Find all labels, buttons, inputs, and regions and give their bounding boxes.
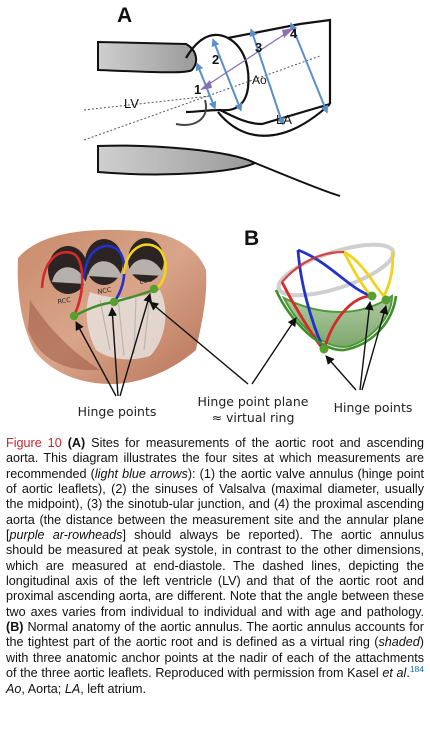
caption-text-b1: Normal anatomy of the aortic annulus. Th…: [6, 620, 424, 650]
caption-text-b6: , left atrium.: [80, 681, 147, 696]
aortic-axis-dashed: [83, 95, 211, 111]
panel-a-letter: A: [117, 4, 132, 27]
fibrous-strands: [99, 293, 151, 357]
label-4: 4: [290, 26, 298, 41]
caption-italic-la: LA: [64, 681, 81, 696]
caption-text-a3: ] should always be reported). The aortic…: [6, 528, 424, 619]
arrow-3: [249, 28, 285, 126]
purple-arrowhead-1: [200, 80, 212, 90]
pointer-arrows: [75, 293, 389, 397]
tissue-shadow: [28, 300, 100, 371]
blue-leaflet-line: [82, 244, 126, 303]
caption-italic-arrows: light blue arrows: [94, 466, 188, 481]
la-wall: [217, 103, 331, 137]
pointer-left-3: [119, 293, 153, 397]
figure-caption: Figure 10 (A) Sites for measurements of …: [6, 436, 424, 697]
label-la: LA: [276, 112, 292, 127]
pointer-left-2: [108, 307, 119, 397]
caption-italic-etal: et al: [382, 666, 407, 681]
fibrous-tissue: [86, 290, 166, 360]
label-lv: LV: [124, 96, 139, 111]
schematic-hinge-dot-2: [367, 291, 377, 301]
hinge-plane-label: Hinge point plane ≈ virtual ring: [188, 394, 318, 426]
arrow-2: [211, 38, 243, 112]
label-ao: Ao: [252, 73, 267, 87]
label-1: 1: [194, 82, 201, 97]
lower-wall-ext: [254, 162, 341, 197]
ncc-label: NCC: [97, 286, 113, 296]
panel-b-letter: B: [244, 227, 259, 250]
lcc-label: LCC: [139, 275, 154, 286]
schematic-red-upper: [281, 250, 345, 283]
hinge-dot-right: [149, 284, 159, 294]
figure-area: A 1 2 3 4 Ao LV LA B: [17, 4, 413, 426]
schematic-hinge-dot-3: [381, 295, 391, 305]
annular-plane-line: [205, 31, 289, 87]
schematic-blue-leaflet: [296, 249, 326, 351]
hinge-plane-line2: ≈ virtual ring: [211, 410, 295, 425]
stj-ring: [276, 242, 396, 298]
purple-arrowhead-2: [282, 28, 294, 38]
caption-part-a: (A): [67, 436, 86, 450]
label-2: 2: [212, 52, 219, 67]
pointer-center-1: [149, 301, 249, 385]
caption-text-b3: .: [406, 666, 410, 681]
annulus-schematic: [274, 242, 398, 354]
schematic-outer: [274, 289, 398, 352]
label-3: 3: [255, 40, 262, 55]
caption-text-b5: , Aorta;: [21, 681, 65, 696]
lv-lower-wall: [97, 144, 258, 176]
hinge-plane-line1: Hinge point plane: [197, 394, 309, 409]
pointer-right-2: [359, 301, 374, 391]
hinge-points-left-label: Hinge points: [77, 404, 157, 419]
schematic-yellow-leaflet: [343, 250, 395, 299]
figure-label: Figure 10: [6, 436, 62, 450]
figure-graphic: A 1 2 3 4 Ao LV LA B: [17, 4, 398, 397]
pointer-center-2: [251, 317, 297, 385]
caption-text-a2: ): (1) the aortic valve annulus (hinge p…: [6, 466, 425, 543]
pointer-right-1: [325, 355, 357, 391]
schematic-blue-leaflet-2: [297, 248, 373, 298]
lcc-cusp: [128, 259, 164, 276]
yellow-leaflet-line: [122, 243, 167, 292]
pointer-left-1: [75, 321, 117, 397]
caption-reference[interactable]: 184: [409, 663, 424, 674]
rcc-label: RCC: [57, 296, 72, 306]
red-leaflet-line: [40, 250, 84, 317]
caption-text-a1: Sites for measurements of the aortic roo…: [6, 436, 424, 481]
schematic-hinge-dot-1: [319, 344, 329, 354]
lv-upper-wall: [97, 40, 198, 74]
caption-italic-shaded: shaded: [378, 635, 420, 650]
anatomy-illustration: RCC NCC LCC: [17, 229, 207, 384]
caption-part-b: (B): [6, 620, 24, 635]
caption-text-b2: ) with three anatomic anchor points at t…: [6, 635, 424, 681]
arrow-4: [289, 22, 329, 114]
hinge-dot-left: [69, 311, 79, 321]
caption-italic-purple: purple ar-rowheads: [9, 528, 123, 543]
hinge-dot-mid: [109, 297, 119, 307]
panel-a-diagram: A 1 2 3 4 Ao LV LA: [83, 4, 341, 197]
pointer-right-3: [361, 305, 389, 391]
rcc-cusp: [52, 267, 86, 284]
ncc-cusp: [88, 261, 122, 278]
hinge-points-right-label: Hinge points: [333, 400, 413, 415]
caption-italic-ao: Ao: [6, 681, 22, 696]
